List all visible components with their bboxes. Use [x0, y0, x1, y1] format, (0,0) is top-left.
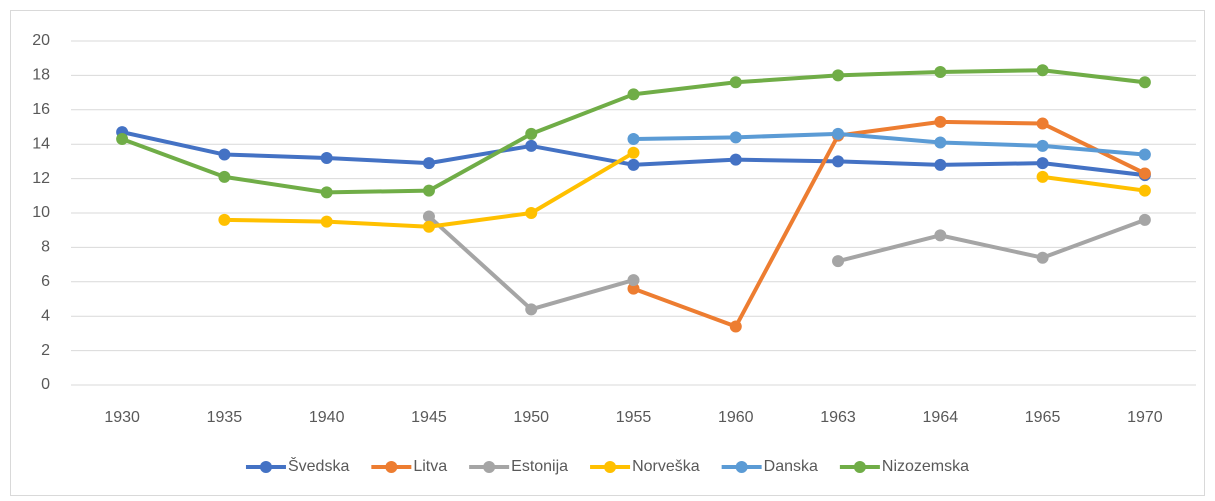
legend-marker: [853, 461, 866, 473]
x-tick-label: 1963: [820, 409, 856, 426]
data-point: [832, 255, 845, 268]
x-tick-label: 1964: [923, 409, 959, 426]
y-tick-label: 6: [41, 273, 50, 290]
data-point: [1036, 117, 1049, 130]
data-point: [832, 127, 845, 140]
data-point: [934, 65, 947, 78]
data-point: [422, 220, 435, 233]
y-tick-label: 10: [32, 204, 50, 221]
data-point: [627, 274, 640, 287]
legend-marker: [259, 461, 272, 473]
legend-marker: [385, 461, 398, 473]
data-point: [729, 320, 742, 333]
data-point: [1138, 167, 1151, 180]
data-point: [934, 229, 947, 242]
data-point: [1036, 157, 1049, 170]
x-tick-label: 1935: [207, 409, 243, 426]
legend: Švedska Litva Estonija Norveška Danska Nizoze…: [245, 456, 969, 475]
x-tick-label: 1965: [1025, 409, 1061, 426]
data-point: [116, 133, 129, 146]
data-point: [320, 151, 333, 164]
data-point: [1036, 251, 1049, 264]
data-point: [1036, 170, 1049, 183]
data-point: [1138, 213, 1151, 226]
data-point: [320, 186, 333, 199]
y-tick-label: 20: [32, 32, 50, 49]
data-point: [1138, 76, 1151, 89]
data-point: [218, 213, 231, 226]
legend-marker: [483, 461, 496, 473]
data-point: [218, 148, 231, 161]
data-point: [1138, 184, 1151, 197]
x-tick-label: 1945: [411, 409, 447, 426]
data-point: [1036, 64, 1049, 77]
y-tick-label: 18: [32, 67, 50, 84]
data-point: [832, 155, 845, 168]
data-point: [525, 127, 538, 140]
y-tick-label: 8: [41, 239, 50, 256]
legend-label: Litva: [413, 458, 447, 475]
data-point: [627, 158, 640, 171]
x-tick-label: 1970: [1127, 409, 1163, 426]
legend-marker: [735, 461, 748, 473]
data-point: [627, 133, 640, 146]
data-point: [525, 139, 538, 152]
legend-label: Švedska: [288, 456, 349, 475]
x-tick-label: 1950: [513, 409, 549, 426]
chart-border: [10, 10, 1205, 496]
series-line: [632, 119, 1146, 329]
data-point: [627, 88, 640, 101]
data-point: [218, 170, 231, 183]
legend-label: Norveška: [632, 458, 700, 475]
data-point: [934, 158, 947, 171]
data-point: [729, 153, 742, 166]
x-tick-label: 1940: [309, 409, 345, 426]
data-point: [525, 303, 538, 316]
legend-marker: [604, 461, 617, 473]
y-tick-label: 4: [41, 307, 50, 324]
data-point: [422, 184, 435, 197]
data-point: [627, 282, 640, 295]
x-tick-label: 1955: [616, 409, 652, 426]
legend-label: Nizozemska: [882, 458, 969, 475]
y-tick-label: 16: [32, 101, 50, 118]
data-point: [1036, 139, 1049, 152]
y-tick-label: 14: [32, 135, 50, 152]
data-point: [832, 69, 845, 82]
legend-label: Estonija: [511, 458, 568, 475]
series-line: [633, 131, 1146, 157]
data-point: [729, 76, 742, 89]
data-point: [729, 131, 742, 144]
y-tick-label: 2: [41, 342, 50, 359]
data-point: [934, 136, 947, 149]
data-point: [525, 207, 538, 219]
legend-label: Danska: [764, 458, 818, 475]
y-tick-label: 12: [32, 170, 50, 187]
x-tick-label: 1960: [718, 409, 754, 426]
data-point: [422, 210, 435, 223]
data-point: [422, 157, 435, 170]
data-point: [1138, 148, 1151, 161]
x-tick-label: 1930: [104, 409, 140, 426]
data-point: [934, 115, 947, 128]
data-point: [320, 215, 333, 228]
y-tick-label: 0: [41, 376, 50, 393]
data-point: [627, 146, 640, 159]
